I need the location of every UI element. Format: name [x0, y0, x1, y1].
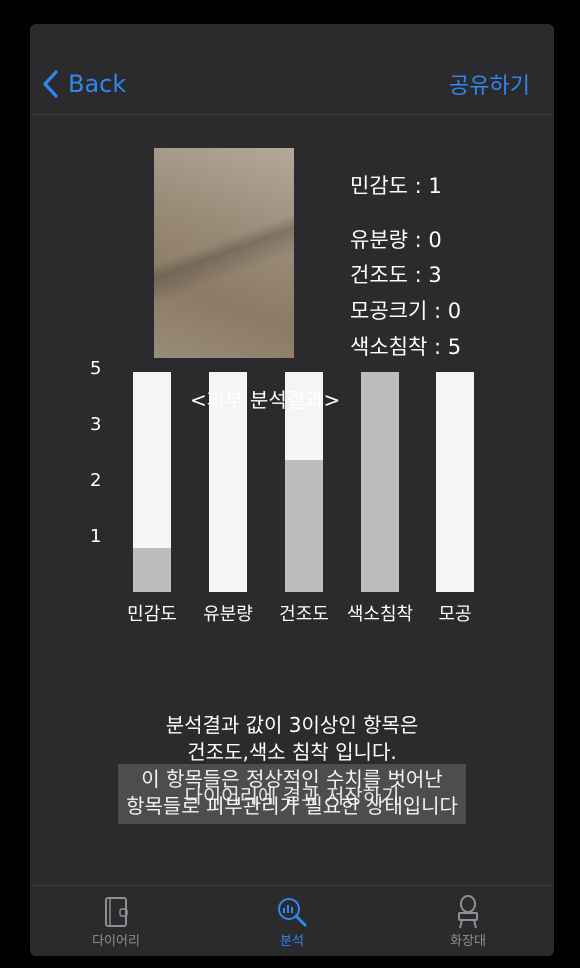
summary-line-4: 항목들로 피부관리가 필요한 상태입니다 — [126, 794, 458, 818]
back-label: Back — [68, 70, 127, 98]
summary-line-1: 분석결과 값이 3이상인 항목은 — [165, 713, 419, 737]
summary-line-3: 이 항목들은 정상적인 수치를 벗어난 — [141, 767, 443, 791]
chart-bar-4 — [436, 372, 474, 592]
chart-bar-fill-2 — [285, 460, 323, 592]
summary-line-2: 건조도,색소 침착 입니다. — [187, 740, 397, 764]
save-to-diary-button[interactable]: 다이어리에 결과 저장하기 — [118, 764, 466, 824]
tab-analysis[interactable]: 분석 — [232, 894, 352, 949]
tab-bar: 다이어리 분석 — [30, 885, 554, 956]
chevron-left-icon — [43, 70, 58, 98]
chart-x-label-3: 색소침착 — [346, 604, 414, 625]
chart-x-label-0: 민감도 — [127, 604, 177, 625]
tab-vanity[interactable]: 화장대 — [408, 894, 528, 949]
y-tick-2: 2 — [90, 470, 102, 491]
chart-x-label-4: 모공 — [438, 604, 472, 625]
chart-bar-3 — [361, 372, 399, 592]
back-button[interactable]: Back — [42, 66, 126, 102]
chart-bar-0 — [133, 372, 171, 592]
analysis-summary: 분석결과 값이 3이상인 항목은 건조도,색소 침착 입니다. 이 항목들은 정… — [30, 712, 554, 820]
diary-icon — [105, 897, 128, 927]
metric-pigmentation: 색소침착 : 5 — [350, 335, 462, 359]
tab-analysis-label: 분석 — [280, 934, 304, 949]
chart-x-label-1: 유분량 — [203, 604, 253, 625]
y-tick-3: 3 — [90, 414, 102, 435]
metric-dryness: 건조도 : 3 — [350, 263, 442, 287]
tab-diary[interactable]: 다이어리 — [56, 894, 176, 949]
chart-bar-1 — [209, 372, 247, 592]
vanity-icon — [458, 895, 478, 929]
chart-bar-fill-0 — [133, 548, 171, 592]
chart-title: <피부 분석결과> — [190, 388, 341, 412]
y-tick-1: 1 — [90, 526, 102, 547]
chart-x-label-2: 건조도 — [279, 604, 329, 625]
skin-photo — [154, 148, 294, 358]
navigation-bar: Back 공유하기 — [30, 24, 554, 115]
share-button[interactable]: 공유하기 — [449, 74, 530, 99]
metric-pore: 모공크기 : 0 — [350, 299, 462, 323]
save-to-diary-label: 다이어리에 결과 저장하기 — [184, 783, 400, 808]
metric-oil: 유분량 : 0 — [350, 228, 442, 252]
tab-vanity-label: 화장대 — [450, 934, 486, 949]
skin-analysis-chart: 5 3 2 1 민감도 유분량 건조도 색소침착 모공 <피부 분석결과> — [30, 354, 554, 634]
app-screen: Back 공유하기 민감도 : 1 유분량 : 0 건조도 : 3 모공크기 :… — [30, 24, 554, 956]
chart-bar-2 — [285, 372, 323, 592]
analysis-icon — [278, 898, 307, 927]
chart-bar-fill-3 — [361, 372, 399, 592]
metric-sensitivity: 민감도 : 1 — [350, 174, 442, 198]
tab-diary-label: 다이어리 — [92, 934, 140, 949]
y-tick-5: 5 — [90, 358, 102, 379]
